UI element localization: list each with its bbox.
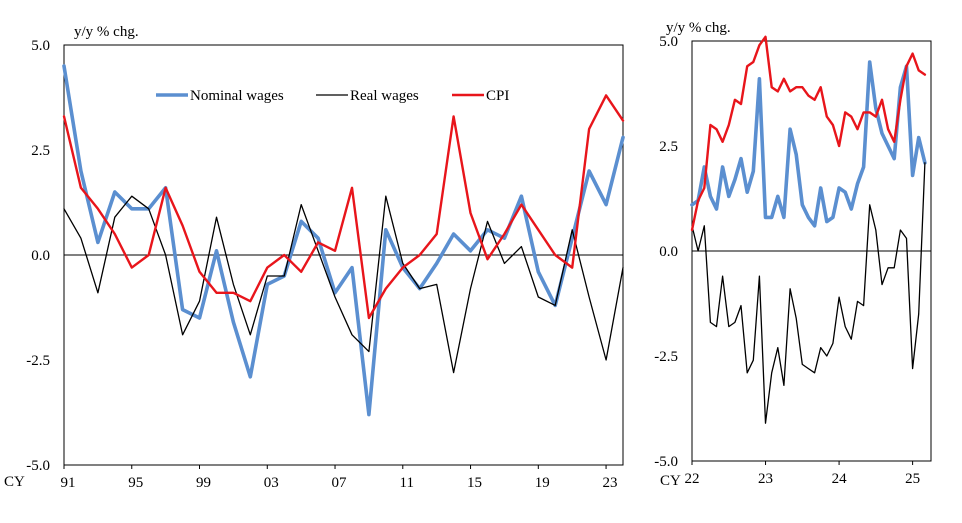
x-tick-label: 99 (196, 475, 211, 491)
y-tick-label: 0.0 (659, 244, 678, 260)
x-tick-label: 23 (758, 471, 773, 487)
x-tick-label: 95 (128, 475, 143, 491)
x-tick-label: 22 (685, 471, 700, 487)
series-line-real-wages (691, 162, 926, 424)
y-axis-label: y/y % chg. (666, 20, 731, 36)
x-axis-prefix: CY (660, 473, 681, 489)
y-tick-labels: 5.0 2.5 0.0 -2.5 -5.0 (654, 34, 678, 470)
y-tick-label: -2.5 (654, 349, 678, 365)
x-tick-label: 03 (264, 475, 279, 491)
y-tick-label: 2.5 (659, 139, 678, 155)
x-tick-label: 23 (603, 475, 618, 491)
legend-item-cpi: CPI (452, 88, 509, 104)
annual-panel: y/y % chg. 5.0 2.5 0.0 -2.5 -5.0 91 95 99 03 07 1… (4, 24, 625, 491)
legend-item-real-wages: Real wages (316, 88, 419, 104)
legend-item-nominal-wages: Nominal wages (156, 88, 284, 104)
x-tick-label: 24 (832, 471, 848, 487)
series-line-nominal-wages (62, 64, 625, 417)
y-tick-label: 0.0 (31, 248, 50, 264)
y-tick-label: 2.5 (31, 143, 50, 159)
series-lines (62, 64, 625, 417)
legend-label-nominal-wages: Nominal wages (190, 88, 284, 104)
y-tick-label: 5.0 (31, 38, 50, 54)
x-tick-label: 19 (535, 475, 550, 491)
legend: Nominal wages Real wages CPI (156, 88, 509, 104)
y-tick-label: -2.5 (26, 353, 50, 369)
x-tick-label: 25 (905, 471, 920, 487)
legend-label-real-wages: Real wages (350, 88, 419, 104)
x-tick-label: 11 (400, 475, 414, 491)
series-line-cpi (62, 94, 625, 320)
y-tick-label: 5.0 (659, 34, 678, 50)
legend-label-cpi: CPI (486, 88, 509, 104)
x-axis-prefix: CY (4, 474, 25, 490)
x-tick-labels: 91 95 99 03 07 11 15 19 23 (61, 465, 618, 491)
y-tick-label: -5.0 (26, 458, 50, 474)
monthly-panel: y/y % chg. 5.0 2.5 0.0 -2.5 -5.0 22 23 24 25 CY (654, 20, 932, 489)
series-line-real-wages (63, 195, 624, 374)
y-axis-label: y/y % chg. (74, 24, 139, 40)
series-line-cpi (690, 35, 927, 232)
x-tick-label: 07 (332, 475, 348, 491)
series-lines (690, 35, 927, 424)
x-tick-label: 15 (467, 475, 482, 491)
x-tick-label: 91 (61, 475, 76, 491)
y-tick-labels: 5.0 2.5 0.0 -2.5 -5.0 (26, 38, 50, 474)
series-line-nominal-wages (690, 60, 927, 228)
y-tick-label: -5.0 (654, 454, 678, 470)
x-tick-labels: 22 23 24 25 (685, 461, 920, 487)
